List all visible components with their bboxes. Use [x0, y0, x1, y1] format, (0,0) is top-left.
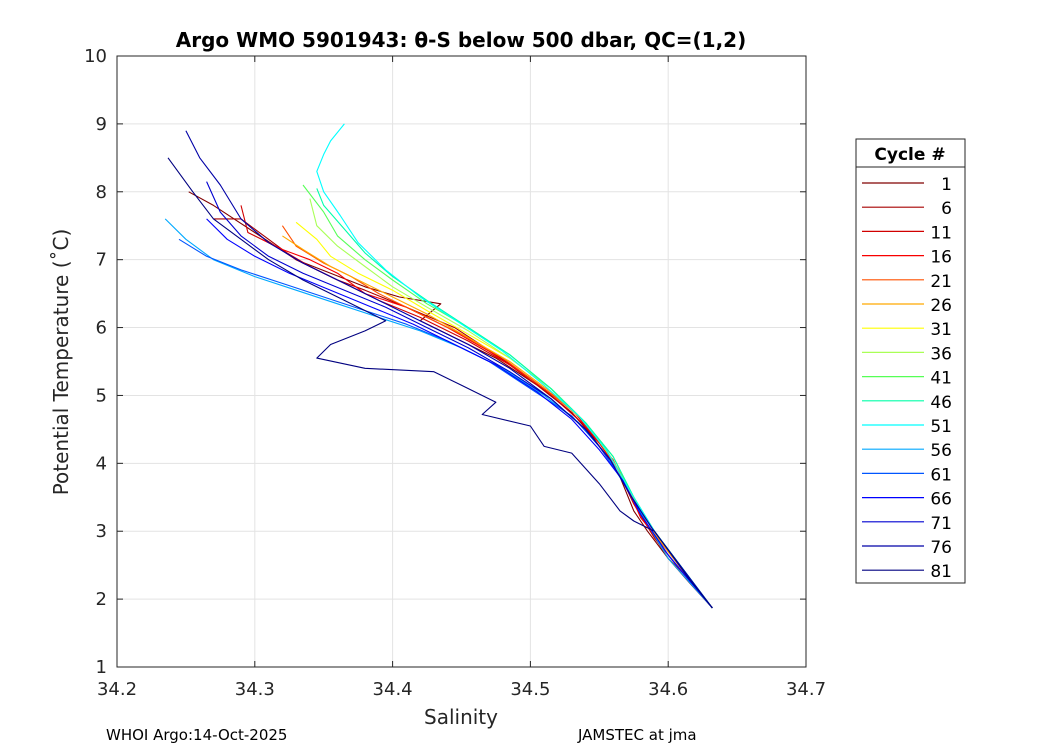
series-line-cycle-46 — [316, 188, 713, 609]
legend-title: Cycle # — [874, 145, 945, 165]
x-tick-label: 34.6 — [648, 679, 688, 700]
footer-right: JAMSTEC at jma — [577, 726, 697, 744]
footer-left: WHOI Argo:14-Oct-2025 — [106, 726, 287, 744]
x-axis-label: Salinity — [424, 705, 498, 729]
grid — [116, 55, 807, 668]
legend-label-81: 81 — [930, 562, 952, 582]
x-tick-label: 34.3 — [235, 679, 275, 700]
legend-label-61: 61 — [930, 465, 952, 485]
plot-frame — [116, 55, 807, 668]
y-tick-label: 10 — [84, 46, 107, 67]
plot-area — [117, 56, 806, 667]
y-tick-label: 6 — [96, 318, 107, 339]
legend-label-76: 76 — [930, 538, 952, 558]
legend-label-11: 11 — [930, 223, 952, 243]
legend-label-6: 6 — [941, 199, 952, 219]
x-tick-label: 34.4 — [373, 679, 413, 700]
y-tick-label: 7 — [96, 250, 107, 271]
legend-label-31: 31 — [930, 320, 952, 340]
legend-label-56: 56 — [930, 441, 952, 461]
series-line-cycle-81 — [167, 157, 713, 609]
legend-label-36: 36 — [930, 344, 952, 364]
y-tick-label: 5 — [96, 385, 107, 406]
x-tick-label: 34.2 — [97, 679, 137, 700]
legend-label-41: 41 — [930, 369, 952, 389]
series-line-cycle-51 — [316, 123, 713, 609]
y-tick-label: 9 — [96, 114, 107, 135]
y-axis-label: Potential Temperature (˚C) — [49, 229, 73, 496]
y-tick-label: 4 — [96, 453, 107, 474]
legend-label-1: 1 — [941, 175, 952, 195]
y-tick-label: 3 — [96, 521, 107, 542]
series-layer — [164, 123, 713, 609]
chart-title: Argo WMO 5901943: θ-S below 500 dbar, QC… — [176, 28, 746, 52]
legend-label-21: 21 — [930, 272, 952, 292]
legend-label-71: 71 — [930, 514, 952, 534]
legend-label-66: 66 — [930, 490, 952, 510]
legend-label-16: 16 — [930, 248, 952, 268]
y-tick-label: 8 — [96, 182, 107, 203]
x-tick-label: 34.5 — [510, 679, 550, 700]
y-tick-label: 2 — [96, 589, 107, 610]
y-tick-label: 1 — [96, 657, 107, 678]
axis-ticks: 34.2 34.3 34.4 34.5 34.6 34.7 1 2 3 4 5 6 7 8 9 10 — [84, 46, 826, 700]
legend-label-51: 51 — [930, 417, 952, 437]
x-tick-label: 34.7 — [786, 679, 826, 700]
legend-label-46: 46 — [930, 393, 952, 413]
legend-label-26: 26 — [930, 296, 952, 316]
series-line-cycle-76 — [185, 130, 713, 609]
legend-box — [855, 138, 966, 584]
